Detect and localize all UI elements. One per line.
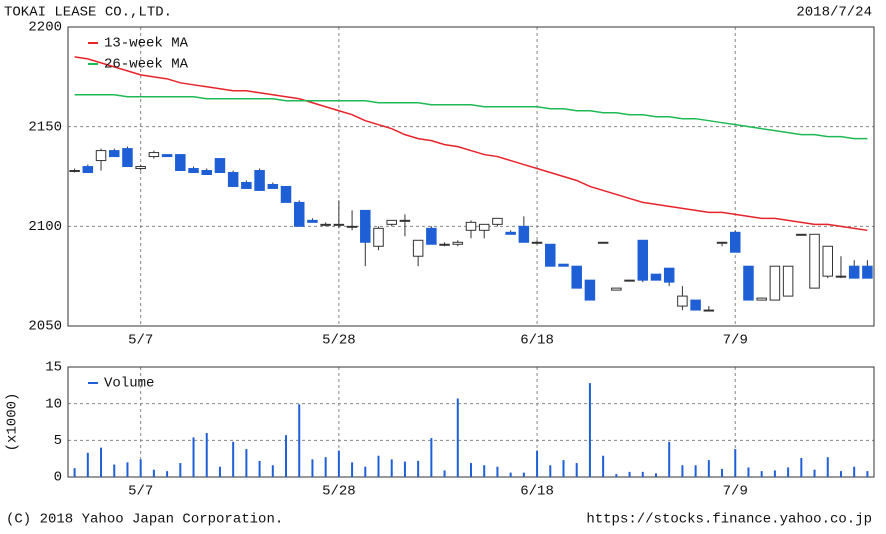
candle-body <box>373 227 384 247</box>
candle-body <box>214 158 226 174</box>
y-axis-label: (x1000) <box>5 393 21 452</box>
plot-frame <box>67 26 875 327</box>
candle-body <box>796 233 807 236</box>
candle-body <box>241 181 252 189</box>
candle-body <box>597 241 609 244</box>
candle-body <box>756 297 767 301</box>
candle-body <box>227 172 239 187</box>
x-tick-label: 5/7 <box>128 333 153 349</box>
candle-body <box>320 223 331 226</box>
candle-body <box>426 227 437 245</box>
candle-body <box>650 273 662 281</box>
candle-body <box>175 154 186 172</box>
plot-frame <box>67 366 875 478</box>
candle-body <box>637 239 649 281</box>
chart-date: 2018/7/24 <box>796 5 872 21</box>
candle-body <box>122 148 133 168</box>
candle-body <box>439 243 450 246</box>
company-title: TOKAI LEASE CO.,LTD. <box>4 5 172 21</box>
candle-body <box>730 231 741 253</box>
candle-body <box>690 299 701 311</box>
candle-body <box>293 201 305 227</box>
x-tick-label: 5/28 <box>322 333 356 349</box>
candle-body <box>505 231 516 235</box>
candle-body <box>280 185 292 203</box>
candle-body <box>82 166 94 174</box>
y-tick-label: 10 <box>45 396 62 412</box>
candle-body <box>624 279 635 282</box>
ma-line <box>74 94 868 140</box>
x-tick-label: 5/28 <box>322 484 356 500</box>
y-tick-label: 5 <box>54 433 62 449</box>
candle-body <box>360 209 371 243</box>
candle-body <box>677 295 688 307</box>
candle-body <box>492 217 503 225</box>
legend-label: 26-week MA <box>104 57 189 73</box>
candle-body <box>465 221 477 231</box>
candle-body <box>848 265 860 279</box>
candle-body <box>478 223 490 231</box>
candle-body <box>862 265 873 279</box>
candle-body <box>95 150 107 162</box>
x-tick-label: 6/18 <box>520 333 554 349</box>
candle-body <box>452 241 464 245</box>
candle-body <box>254 170 265 191</box>
candle-body <box>611 287 622 291</box>
x-tick-label: 5/7 <box>128 484 153 500</box>
y-tick-label: 15 <box>45 360 62 376</box>
candle-body <box>663 267 675 283</box>
y-tick-label: 2050 <box>28 319 62 335</box>
legend-label: Volume <box>104 376 154 392</box>
candle-body <box>267 183 279 189</box>
candle-body <box>161 154 173 158</box>
candle-body <box>333 223 345 226</box>
candle-body <box>148 152 160 158</box>
candle-body <box>346 225 358 228</box>
legend-label: 13-week MA <box>104 36 189 52</box>
candle-body <box>822 245 834 277</box>
candle-body <box>809 233 820 289</box>
candle-body <box>782 265 794 297</box>
y-tick-label: 2200 <box>28 20 62 36</box>
candle-body <box>558 263 569 267</box>
candle-body <box>769 265 781 301</box>
candle-body <box>307 219 318 223</box>
candle-body <box>201 170 212 176</box>
y-tick-label: 2100 <box>28 219 62 235</box>
ma-line <box>74 56 868 232</box>
candle-body <box>835 275 847 278</box>
candle-body <box>584 279 596 301</box>
candle-body <box>531 241 543 244</box>
candle-body <box>412 239 424 257</box>
y-tick-label: 2150 <box>28 119 62 135</box>
copyright: (C) 2018 Yahoo Japan Corporation. <box>6 512 283 528</box>
candle-body <box>571 265 582 289</box>
source-url: https://stocks.finance.yahoo.co.jp <box>586 512 872 528</box>
candle-body <box>399 219 411 222</box>
candle-body <box>518 225 530 243</box>
candle-body <box>703 309 715 312</box>
x-tick-label: 7/9 <box>723 333 748 349</box>
candle-body <box>743 265 754 301</box>
y-tick-label: 0 <box>54 470 62 486</box>
candle-body <box>135 166 146 170</box>
candle-body <box>69 170 80 173</box>
candle-body <box>108 150 120 158</box>
candle-body <box>545 243 556 267</box>
candle-body <box>386 219 397 225</box>
candle-body <box>716 241 728 244</box>
candle-body <box>188 168 199 174</box>
x-tick-label: 7/9 <box>723 484 748 500</box>
x-tick-label: 6/18 <box>520 484 554 500</box>
